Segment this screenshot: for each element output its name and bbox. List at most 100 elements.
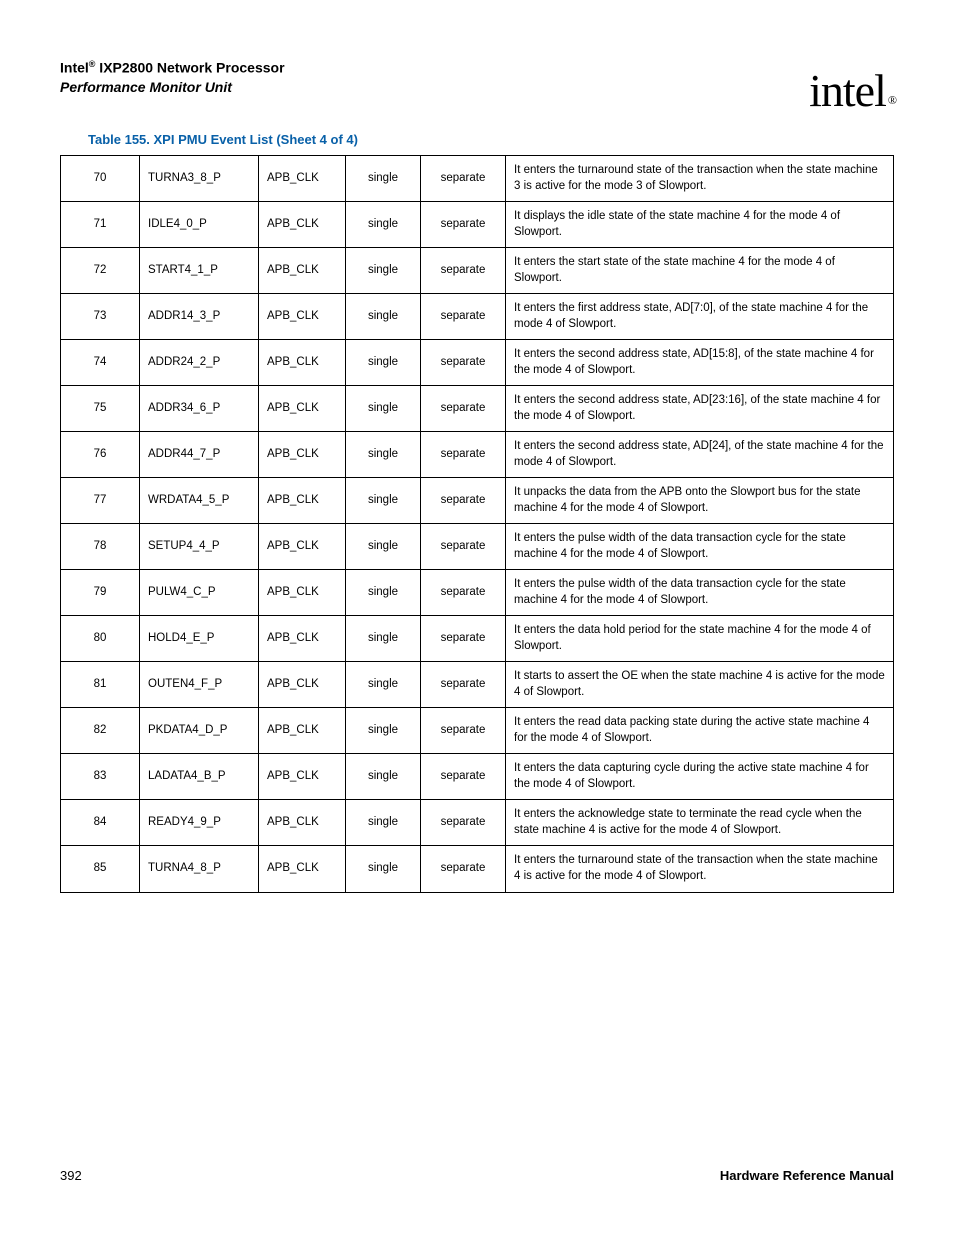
cell-separate: separate <box>421 202 506 248</box>
cell-clock: APB_CLK <box>259 800 346 846</box>
cell-description: It enters the second address state, AD[2… <box>506 432 894 478</box>
header-line-2: Performance Monitor Unit <box>60 78 285 97</box>
cell-description: It unpacks the data from the APB onto th… <box>506 478 894 524</box>
cell-event-name: TURNA4_8_P <box>140 846 259 892</box>
cell-clock: APB_CLK <box>259 432 346 478</box>
cell-clock: APB_CLK <box>259 524 346 570</box>
cell-separate: separate <box>421 340 506 386</box>
cell-description: It enters the second address state, AD[1… <box>506 340 894 386</box>
page-number: 392 <box>60 1168 82 1183</box>
cell-type: single <box>346 846 421 892</box>
cell-type: single <box>346 432 421 478</box>
cell-description: It displays the idle state of the state … <box>506 202 894 248</box>
cell-type: single <box>346 386 421 432</box>
event-table-wrap: 70TURNA3_8_PAPB_CLKsingleseparateIt ente… <box>60 155 894 893</box>
cell-clock: APB_CLK <box>259 708 346 754</box>
cell-event-name: READY4_9_P <box>140 800 259 846</box>
cell-separate: separate <box>421 662 506 708</box>
cell-type: single <box>346 524 421 570</box>
cell-separate: separate <box>421 616 506 662</box>
table-row: 80HOLD4_E_PAPB_CLKsingleseparateIt enter… <box>61 616 893 662</box>
table-row: 70TURNA3_8_PAPB_CLKsingleseparateIt ente… <box>61 156 893 202</box>
cell-event-number: 80 <box>61 616 140 662</box>
table-row: 72START4_1_PAPB_CLKsingleseparateIt ente… <box>61 248 893 294</box>
cell-event-number: 85 <box>61 846 140 892</box>
cell-description: It enters the first address state, AD[7:… <box>506 294 894 340</box>
event-table: 70TURNA3_8_PAPB_CLKsingleseparateIt ente… <box>61 155 893 893</box>
cell-clock: APB_CLK <box>259 294 346 340</box>
cell-type: single <box>346 202 421 248</box>
cell-description: It enters the start state of the state m… <box>506 248 894 294</box>
cell-event-number: 73 <box>61 294 140 340</box>
cell-separate: separate <box>421 156 506 202</box>
header-brand: Intel <box>60 60 89 76</box>
cell-type: single <box>346 662 421 708</box>
cell-separate: separate <box>421 570 506 616</box>
cell-clock: APB_CLK <box>259 570 346 616</box>
cell-event-name: PULW4_C_P <box>140 570 259 616</box>
logo-registered-mark: ® <box>888 93 896 107</box>
table-row: 81OUTEN4_F_PAPB_CLKsingleseparateIt star… <box>61 662 893 708</box>
cell-description: It enters the read data packing state du… <box>506 708 894 754</box>
cell-event-name: SETUP4_4_P <box>140 524 259 570</box>
cell-type: single <box>346 294 421 340</box>
cell-event-number: 79 <box>61 570 140 616</box>
cell-description: It enters the data capturing cycle durin… <box>506 754 894 800</box>
cell-event-number: 74 <box>61 340 140 386</box>
cell-separate: separate <box>421 432 506 478</box>
cell-event-number: 82 <box>61 708 140 754</box>
page: Intel® IXP2800 Network Processor Perform… <box>0 0 954 1235</box>
cell-separate: separate <box>421 478 506 524</box>
cell-description: It enters the turnaround state of the tr… <box>506 156 894 202</box>
cell-event-number: 84 <box>61 800 140 846</box>
cell-event-name: ADDR14_3_P <box>140 294 259 340</box>
cell-description: It enters the pulse width of the data tr… <box>506 570 894 616</box>
cell-event-number: 83 <box>61 754 140 800</box>
cell-event-name: IDLE4_0_P <box>140 202 259 248</box>
cell-clock: APB_CLK <box>259 202 346 248</box>
table-row: 78SETUP4_4_PAPB_CLKsingleseparateIt ente… <box>61 524 893 570</box>
cell-event-name: ADDR24_2_P <box>140 340 259 386</box>
header-line-1: Intel® IXP2800 Network Processor <box>60 58 285 78</box>
cell-separate: separate <box>421 708 506 754</box>
cell-description: It enters the pulse width of the data tr… <box>506 524 894 570</box>
cell-event-name: LADATA4_B_P <box>140 754 259 800</box>
cell-type: single <box>346 616 421 662</box>
cell-event-number: 72 <box>61 248 140 294</box>
page-header: Intel® IXP2800 Network Processor Perform… <box>60 58 894 114</box>
cell-event-number: 78 <box>61 524 140 570</box>
table-caption: Table 155. XPI PMU Event List (Sheet 4 o… <box>88 132 894 147</box>
header-product: IXP2800 Network Processor <box>95 60 284 76</box>
cell-description: It starts to assert the OE when the stat… <box>506 662 894 708</box>
cell-event-name: HOLD4_E_P <box>140 616 259 662</box>
cell-event-name: PKDATA4_D_P <box>140 708 259 754</box>
table-row: 77WRDATA4_5_PAPB_CLKsingleseparateIt unp… <box>61 478 893 524</box>
cell-description: It enters the acknowledge state to termi… <box>506 800 894 846</box>
cell-clock: APB_CLK <box>259 754 346 800</box>
cell-separate: separate <box>421 754 506 800</box>
cell-event-number: 77 <box>61 478 140 524</box>
cell-event-number: 71 <box>61 202 140 248</box>
cell-type: single <box>346 570 421 616</box>
table-row: 73ADDR14_3_PAPB_CLKsingleseparateIt ente… <box>61 294 893 340</box>
cell-event-name: WRDATA4_5_P <box>140 478 259 524</box>
cell-description: It enters the data hold period for the s… <box>506 616 894 662</box>
cell-event-name: START4_1_P <box>140 248 259 294</box>
table-row: 79PULW4_C_PAPB_CLKsingleseparateIt enter… <box>61 570 893 616</box>
page-footer: 392 Hardware Reference Manual <box>60 1168 894 1183</box>
intel-logo: intel® <box>809 68 894 114</box>
cell-event-name: ADDR44_7_P <box>140 432 259 478</box>
table-row: 83LADATA4_B_PAPB_CLKsingleseparateIt ent… <box>61 754 893 800</box>
cell-separate: separate <box>421 386 506 432</box>
cell-clock: APB_CLK <box>259 340 346 386</box>
table-row: 74ADDR24_2_PAPB_CLKsingleseparateIt ente… <box>61 340 893 386</box>
cell-type: single <box>346 340 421 386</box>
cell-separate: separate <box>421 294 506 340</box>
cell-description: It enters the turnaround state of the tr… <box>506 846 894 892</box>
cell-clock: APB_CLK <box>259 846 346 892</box>
table-row: 85TURNA4_8_PAPB_CLKsingleseparateIt ente… <box>61 846 893 892</box>
header-title-block: Intel® IXP2800 Network Processor Perform… <box>60 58 285 96</box>
table-row: 71IDLE4_0_PAPB_CLKsingleseparateIt displ… <box>61 202 893 248</box>
cell-clock: APB_CLK <box>259 156 346 202</box>
cell-separate: separate <box>421 846 506 892</box>
